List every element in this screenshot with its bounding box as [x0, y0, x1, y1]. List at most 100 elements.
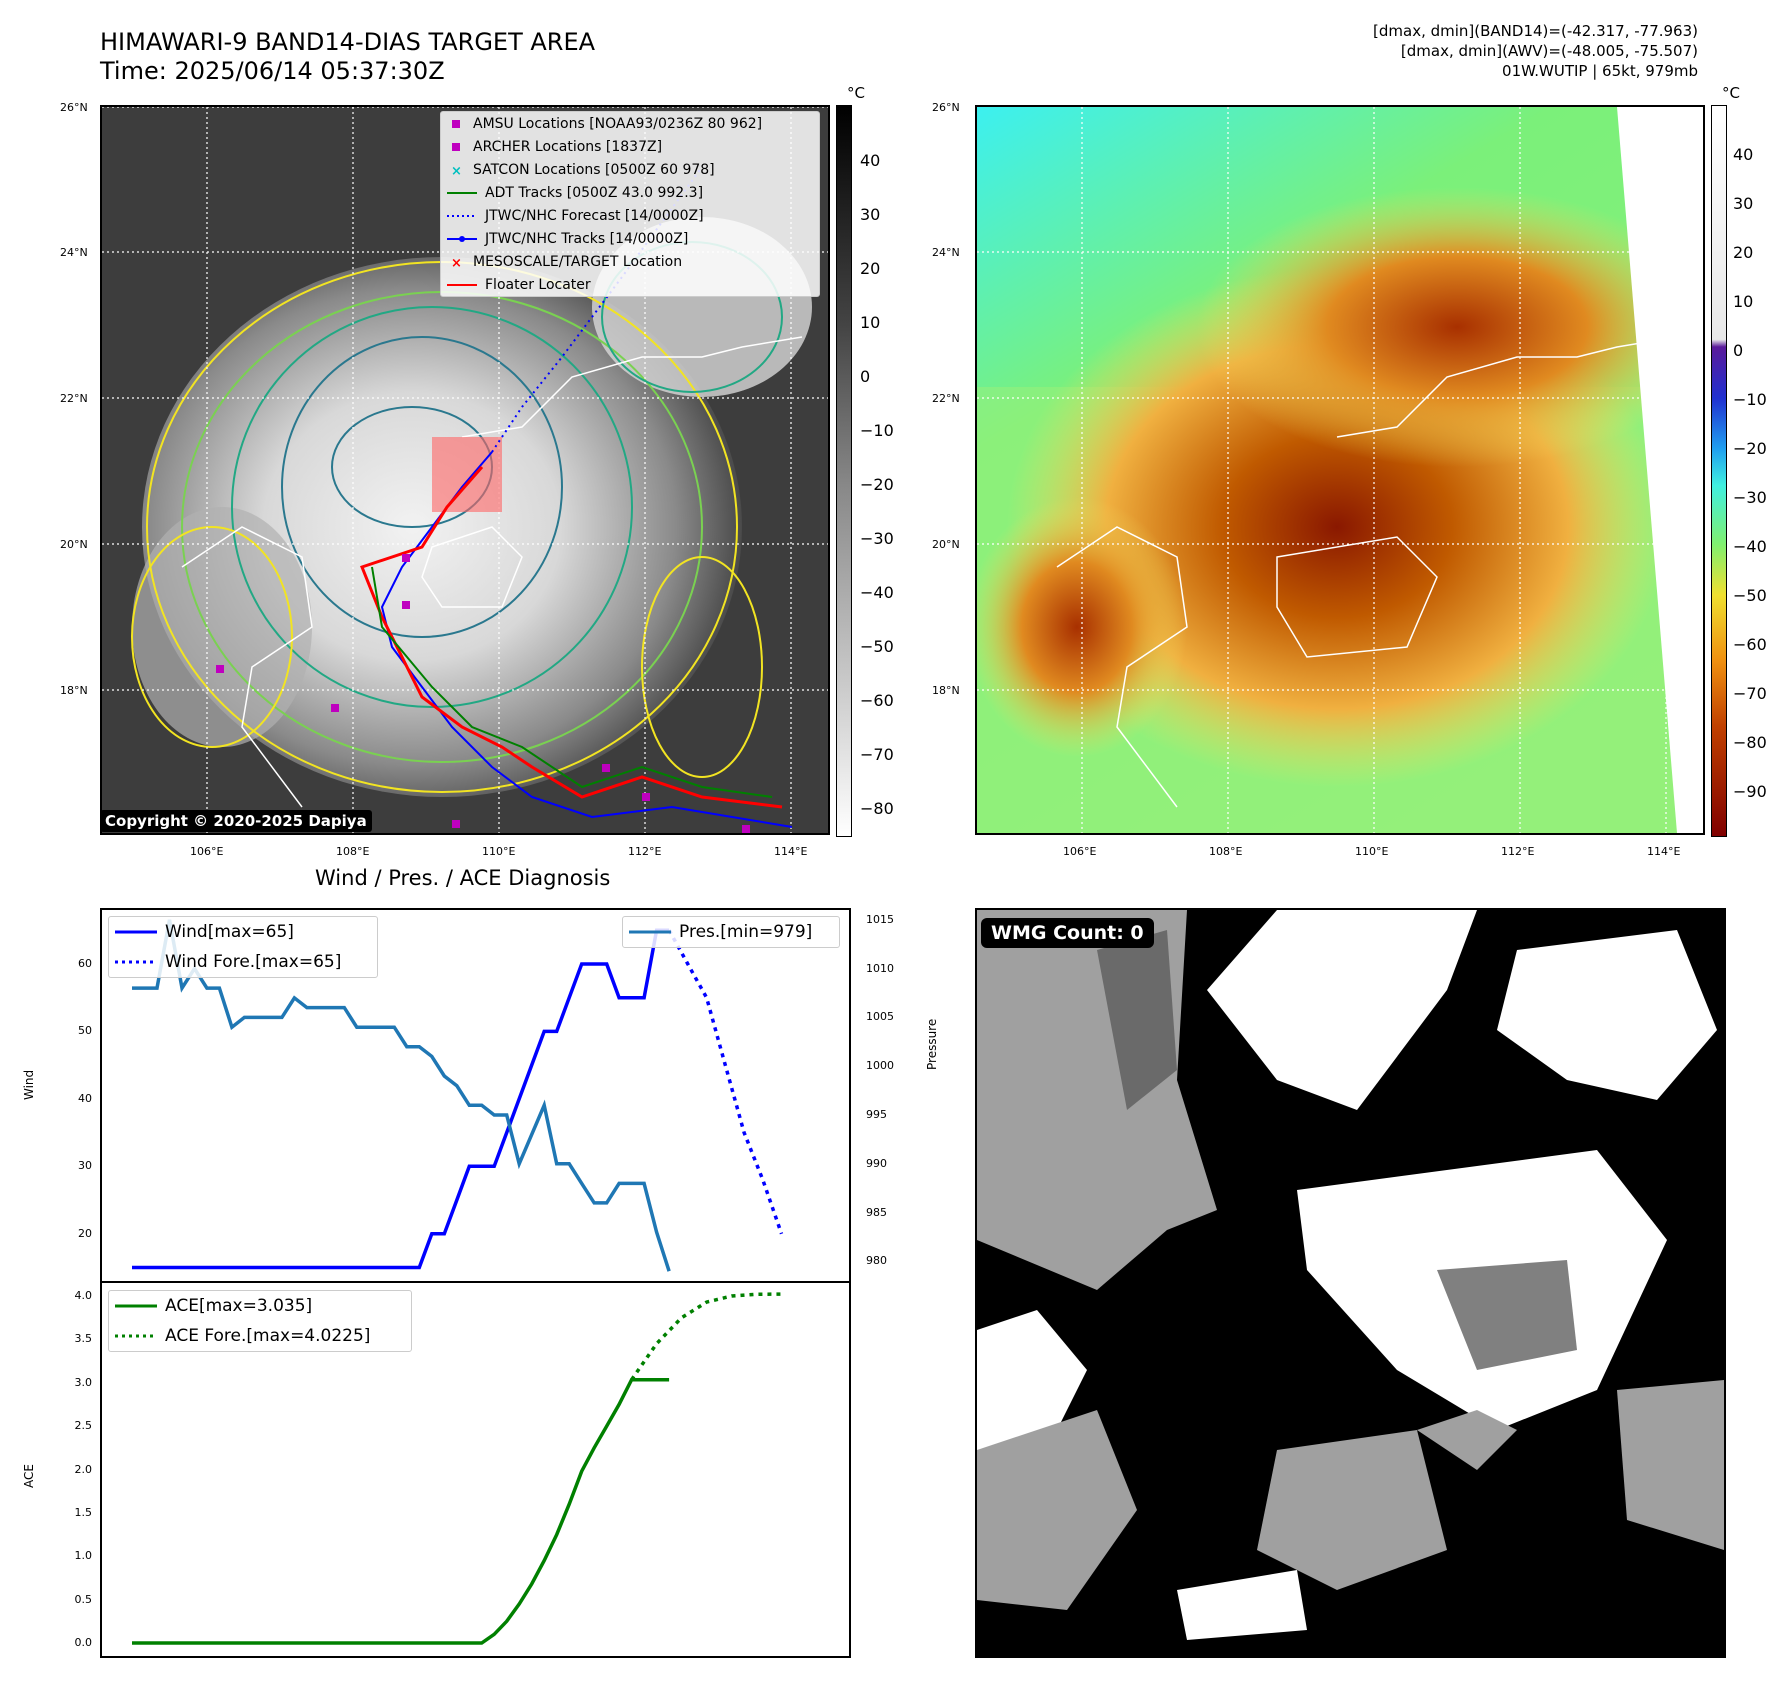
diagnosis-title: Wind / Pres. / ACE Diagnosis — [315, 866, 611, 890]
legend-ace-label: ACE[max=3.035] — [165, 1296, 313, 1316]
legend-wind-label: Wind[max=65] — [165, 922, 294, 942]
wind-forecast-series-line — [667, 929, 784, 1235]
awv-map-panel — [975, 105, 1705, 835]
axis-tick-label: 1.0 — [74, 1549, 93, 1563]
lat-tick: 18°N — [932, 684, 960, 697]
ace-ylabel: ACE — [22, 1464, 36, 1488]
lon-tick: 114°E — [1647, 845, 1681, 858]
legend-wind-fore-label: Wind Fore.[max=65] — [165, 952, 342, 972]
info-storm: 01W.WUTIP | 65kt, 979mb — [1502, 62, 1698, 80]
gray-colorbar — [836, 105, 852, 837]
colorbar-tick: 0 — [860, 367, 871, 386]
colorbar-tick: 10 — [860, 313, 881, 332]
wind-pres-chart — [132, 919, 784, 1272]
lon-tick: 114°E — [774, 845, 808, 858]
info-awv: [dmax, dmin](AWV)=(-48.005, -75.507) — [1400, 42, 1698, 60]
lon-tick: 108°E — [336, 845, 370, 858]
ace-chart — [132, 1292, 782, 1645]
axis-tick-label: 1005 — [866, 1010, 894, 1024]
colorbar-tick: 20 — [860, 259, 881, 278]
axis-tick-label: 30 — [78, 1159, 92, 1173]
wmg-count-badge: WMG Count: 0 — [981, 918, 1154, 948]
colorbar-tick: −70 — [1733, 684, 1767, 703]
axis-tick-label: 4.0 — [74, 1289, 93, 1302]
legend-floater-label: Floater Locater — [485, 276, 591, 293]
colorbar-tick: −70 — [860, 745, 894, 764]
copyright-badge: Copyright © 2020-2025 Dapiya — [100, 810, 372, 832]
lon-tick: 112°E — [628, 845, 662, 858]
color-colorbar — [1711, 105, 1727, 837]
legend-satcon-label: SATCON Locations [0500Z 60 978] — [473, 161, 715, 178]
colorbar-tick: −40 — [1733, 537, 1767, 556]
axis-tick-label: 20 — [78, 1226, 92, 1240]
legend-pres-label: Pres.[min=979] — [679, 922, 813, 942]
info-band14: [dmax, dmin](BAND14)=(-42.317, -77.963) — [1373, 22, 1698, 40]
ace-series-line — [132, 1377, 670, 1645]
legend-floater: Floater Locater — [441, 273, 819, 296]
colorbar-tick: −80 — [860, 799, 894, 818]
colorbar-tick: −20 — [1733, 439, 1767, 458]
lat-tick: 22°N — [60, 392, 88, 405]
colorbar-tick: −90 — [1733, 782, 1767, 801]
axis-tick-label: 1.5 — [74, 1505, 93, 1519]
lon-tick: 112°E — [1501, 845, 1535, 858]
colorbar-tick: 20 — [1733, 243, 1754, 262]
lat-tick: 20°N — [932, 538, 960, 551]
colorbar-tick: −30 — [1733, 488, 1767, 507]
legend-satcon: × SATCON Locations [0500Z 60 978] — [441, 158, 819, 181]
axis-tick-label: 990 — [866, 1156, 887, 1170]
axis-tick-label: 0.5 — [74, 1592, 93, 1606]
axis-tick-label: 2.5 — [74, 1419, 93, 1433]
svg-text:×: × — [451, 164, 462, 176]
legend-wind: Wind[max=65] — [109, 917, 377, 947]
color-colorbar-unit: °C — [1722, 84, 1740, 102]
colorbar-tick: −10 — [860, 421, 894, 440]
colorbar-tick: −50 — [860, 637, 894, 656]
legend-forecast-label: JTWC/NHC Forecast [14/0000Z] — [485, 207, 704, 224]
axis-tick-label: 2.0 — [74, 1462, 93, 1476]
lon-tick: 110°E — [482, 845, 516, 858]
legend-ace-fore-label: ACE Fore.[max=4.0225] — [165, 1326, 371, 1346]
colorbar-tick: −20 — [860, 475, 894, 494]
axis-tick-label: 1015 — [866, 912, 894, 926]
legend-ace-fore: ACE Fore.[max=4.0225] — [109, 1321, 411, 1351]
colorbar-tick: −40 — [860, 583, 894, 602]
axis-tick-label: 0.0 — [74, 1635, 93, 1649]
axis-tick-label: 980 — [866, 1254, 887, 1268]
wind-ylabel: Wind — [22, 1069, 36, 1100]
lon-tick: 106°E — [1063, 845, 1097, 858]
axis-tick-label: 985 — [866, 1205, 887, 1219]
legend-archer: ARCHER Locations [1837Z] — [441, 135, 819, 158]
gray-colorbar-unit: °C — [847, 84, 865, 102]
lon-tick: 110°E — [1355, 845, 1389, 858]
legend-pres: Pres.[min=979] — [623, 917, 839, 947]
lat-tick: 26°N — [60, 101, 88, 114]
lat-tick: 26°N — [932, 101, 960, 114]
axis-tick-label: 3.5 — [74, 1332, 93, 1346]
colorbar-tick: −60 — [1733, 635, 1767, 654]
axis-tick-label: 1000 — [866, 1059, 894, 1073]
axis-tick-label: 1010 — [866, 961, 894, 975]
axis-tick-label: 40 — [78, 1091, 92, 1105]
lat-tick: 18°N — [60, 684, 88, 697]
wind-legend: Wind[max=65] Wind Fore.[max=65] — [108, 916, 378, 978]
figure-time: Time: 2025/06/14 05:37:30Z — [100, 57, 445, 85]
axis-tick-label: 995 — [866, 1108, 887, 1122]
pressure-ylabel: Pressure — [925, 1018, 939, 1070]
figure-title: HIMAWARI-9 BAND14-DIAS TARGET AREA — [100, 28, 596, 56]
legend-amsu: AMSU Locations [NOAA93/0236Z 80 962] — [441, 112, 819, 135]
legend-ace: ACE[max=3.035] — [109, 1291, 411, 1321]
legend-adt: ADT Tracks [0500Z 43.0 992.3] — [441, 181, 819, 204]
lat-tick: 20°N — [60, 538, 88, 551]
colorbar-tick: −60 — [860, 691, 894, 710]
colorbar-tick: −30 — [860, 529, 894, 548]
colorbar-tick: 0 — [1733, 341, 1744, 360]
colorbar-tick: 30 — [860, 205, 881, 224]
colorbar-tick: −50 — [1733, 586, 1767, 605]
legend-archer-label: ARCHER Locations [1837Z] — [473, 138, 663, 155]
colorbar-tick: 10 — [1733, 292, 1754, 311]
colorbar-tick: 40 — [1733, 145, 1754, 164]
legend-forecast: JTWC/NHC Forecast [14/0000Z] — [441, 204, 819, 227]
axis-tick-label: 3.0 — [74, 1375, 93, 1389]
axis-tick-label: 60 — [78, 956, 92, 970]
